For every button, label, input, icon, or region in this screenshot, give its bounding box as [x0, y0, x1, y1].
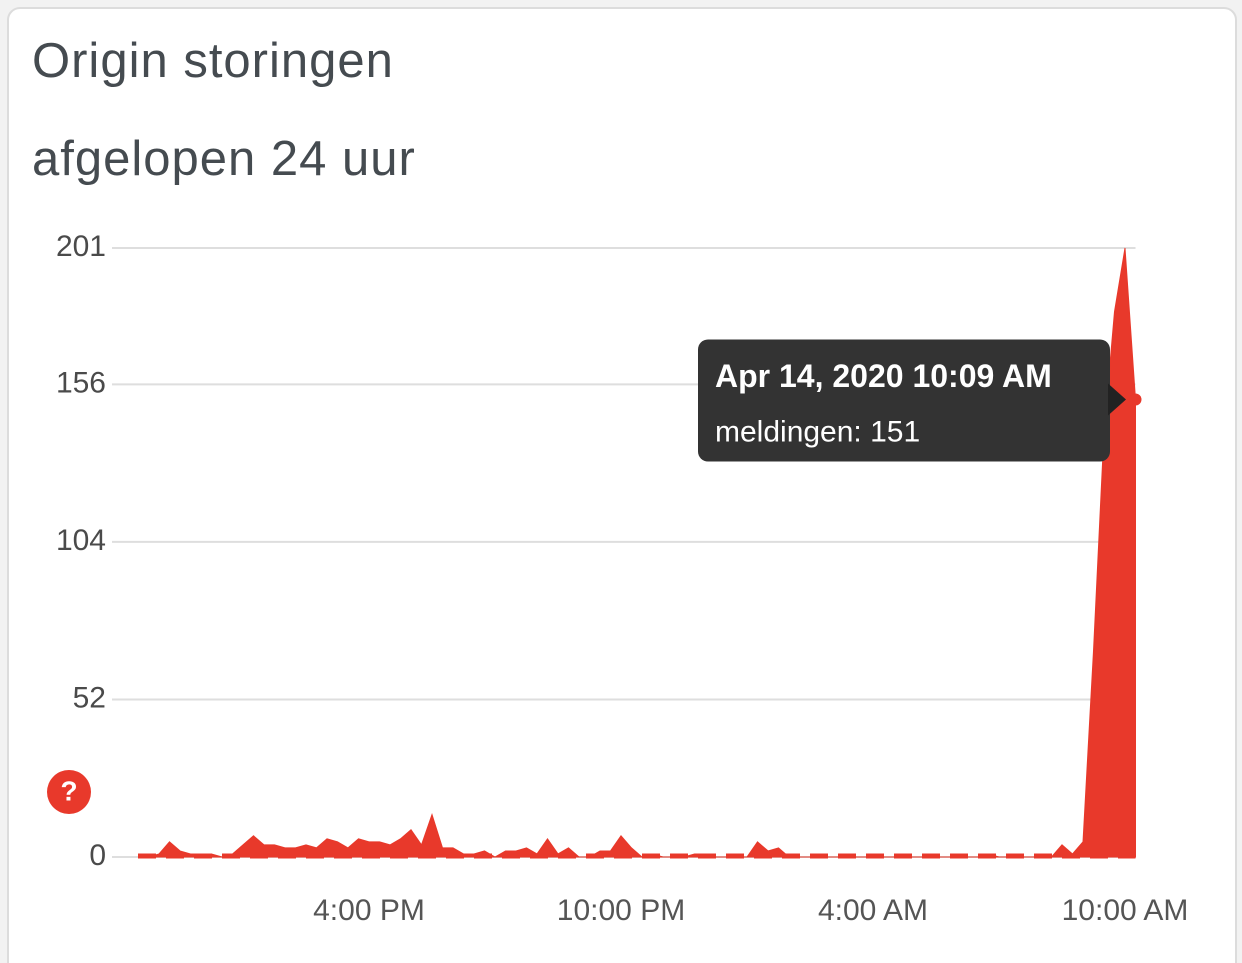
y-tick-label: 201 — [56, 230, 106, 263]
x-tick-label: 10:00 PM — [557, 894, 685, 927]
card — [7, 7, 1237, 963]
help-icon-glyph[interactable]: ? — [60, 775, 77, 806]
y-tick-label: 52 — [73, 681, 106, 714]
x-tick-label: 4:00 AM — [818, 894, 928, 927]
chart-subtitle: afgelopen 24 uur — [32, 132, 416, 186]
tooltip-box — [698, 339, 1110, 462]
plot: 0 52 104 156 201 4:00 PM 10:00 PM 4:00 AM 10:00 … — [56, 230, 1188, 927]
chart-title: Origin storingen — [32, 34, 394, 88]
help-icon[interactable] — [47, 770, 91, 814]
tooltip-arrow — [1108, 383, 1126, 416]
tooltip-title: Apr 14, 2020 10:09 AM — [715, 358, 1052, 394]
y-tick-label: 156 — [56, 366, 106, 399]
hover-point — [1129, 393, 1142, 406]
x-tick-label: 10:00 AM — [1062, 894, 1189, 927]
y-tick-label: 104 — [56, 524, 106, 557]
tooltip: Apr 14, 2020 10:09 AM meldingen: 151 — [698, 339, 1126, 462]
tooltip-body: meldingen: 151 — [715, 415, 920, 448]
y-tick-label: 0 — [89, 839, 106, 872]
x-tick-label: 4:00 PM — [313, 894, 425, 927]
